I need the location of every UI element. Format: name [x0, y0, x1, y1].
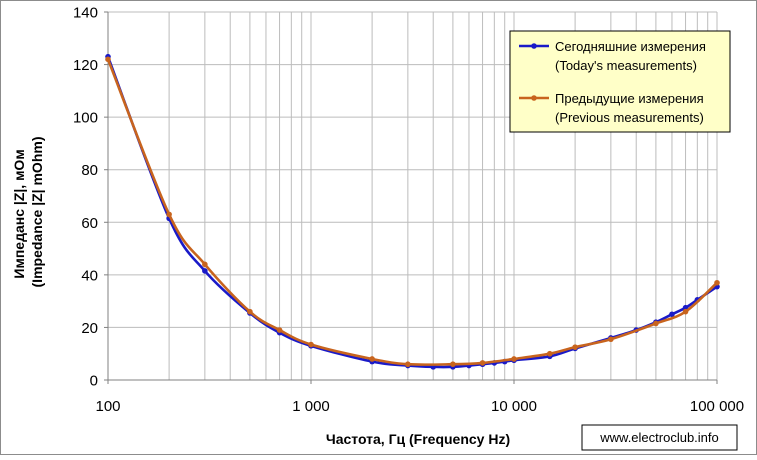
legend-marker-previous — [531, 95, 537, 101]
data-point-previous — [608, 336, 614, 343]
data-point-previous — [653, 320, 659, 327]
y-tick-label: 120 — [73, 57, 98, 74]
y-tick-label: 100 — [73, 110, 98, 127]
x-axis-title: Частота, Гц (Frequency Hz) — [326, 431, 510, 447]
x-tick-label: 1 000 — [292, 398, 330, 415]
axis-layer: 0 20 40 60 80 100 120 140 100 1 000 10 000 100 000 — [73, 5, 744, 416]
data-point-previous — [714, 279, 720, 286]
y-tick-label: 60 — [81, 215, 98, 232]
legend-label-previous-line1: Предыдущие измерения — [555, 91, 704, 106]
data-point-previous — [276, 327, 283, 333]
legend-box — [509, 30, 731, 133]
series-layer — [105, 53, 720, 370]
data-point-previous — [166, 211, 172, 218]
data-point-today — [202, 268, 208, 274]
series-line-previous — [106, 58, 718, 366]
x-tick-label: 100 000 — [690, 398, 744, 415]
y-tick-label: 20 — [81, 320, 98, 337]
y-axis-title-line1: Импеданс |Z|, мОм — [11, 149, 27, 278]
legend-label-previous-line2: (Previous measurements) — [555, 110, 704, 125]
legend-marker-today — [531, 43, 537, 49]
y-tick-label: 80 — [81, 162, 98, 179]
watermark-box: www.electroclub.info — [581, 424, 738, 451]
data-point-previous — [202, 261, 208, 268]
y-axis-title: Импеданс |Z|, мОм (Impedance |Z| mOhm) — [11, 137, 45, 288]
watermark-frame — [581, 424, 738, 451]
legend-label-today-line1: Сегодняшние измерения — [555, 39, 706, 54]
data-point-previous — [247, 308, 253, 315]
y-tick-label: 140 — [73, 5, 98, 22]
data-point-previous — [511, 356, 517, 362]
data-point-previous — [682, 308, 689, 315]
legend-label-today-line2: (Today's measurements) — [555, 58, 697, 73]
data-point-previous — [450, 361, 456, 368]
y-axis-title-line2: (Impedance |Z| mOhm) — [29, 137, 45, 288]
data-point-previous — [105, 56, 111, 63]
data-point-previous — [546, 350, 553, 357]
watermark-text: www.electroclub.info — [599, 430, 719, 445]
x-tick-label: 10 000 — [491, 398, 537, 415]
data-point-previous — [369, 356, 375, 362]
data-point-previous — [405, 361, 411, 368]
y-tick-label: 0 — [90, 373, 98, 390]
data-point-previous — [479, 360, 486, 366]
data-point-previous — [308, 341, 314, 348]
data-point-today — [669, 311, 675, 318]
legend: Сегодняшние измерения (Today's measureme… — [509, 30, 731, 133]
y-tick-label: 40 — [81, 267, 98, 284]
x-tick-label: 100 — [95, 398, 120, 415]
data-point-previous — [572, 344, 578, 350]
